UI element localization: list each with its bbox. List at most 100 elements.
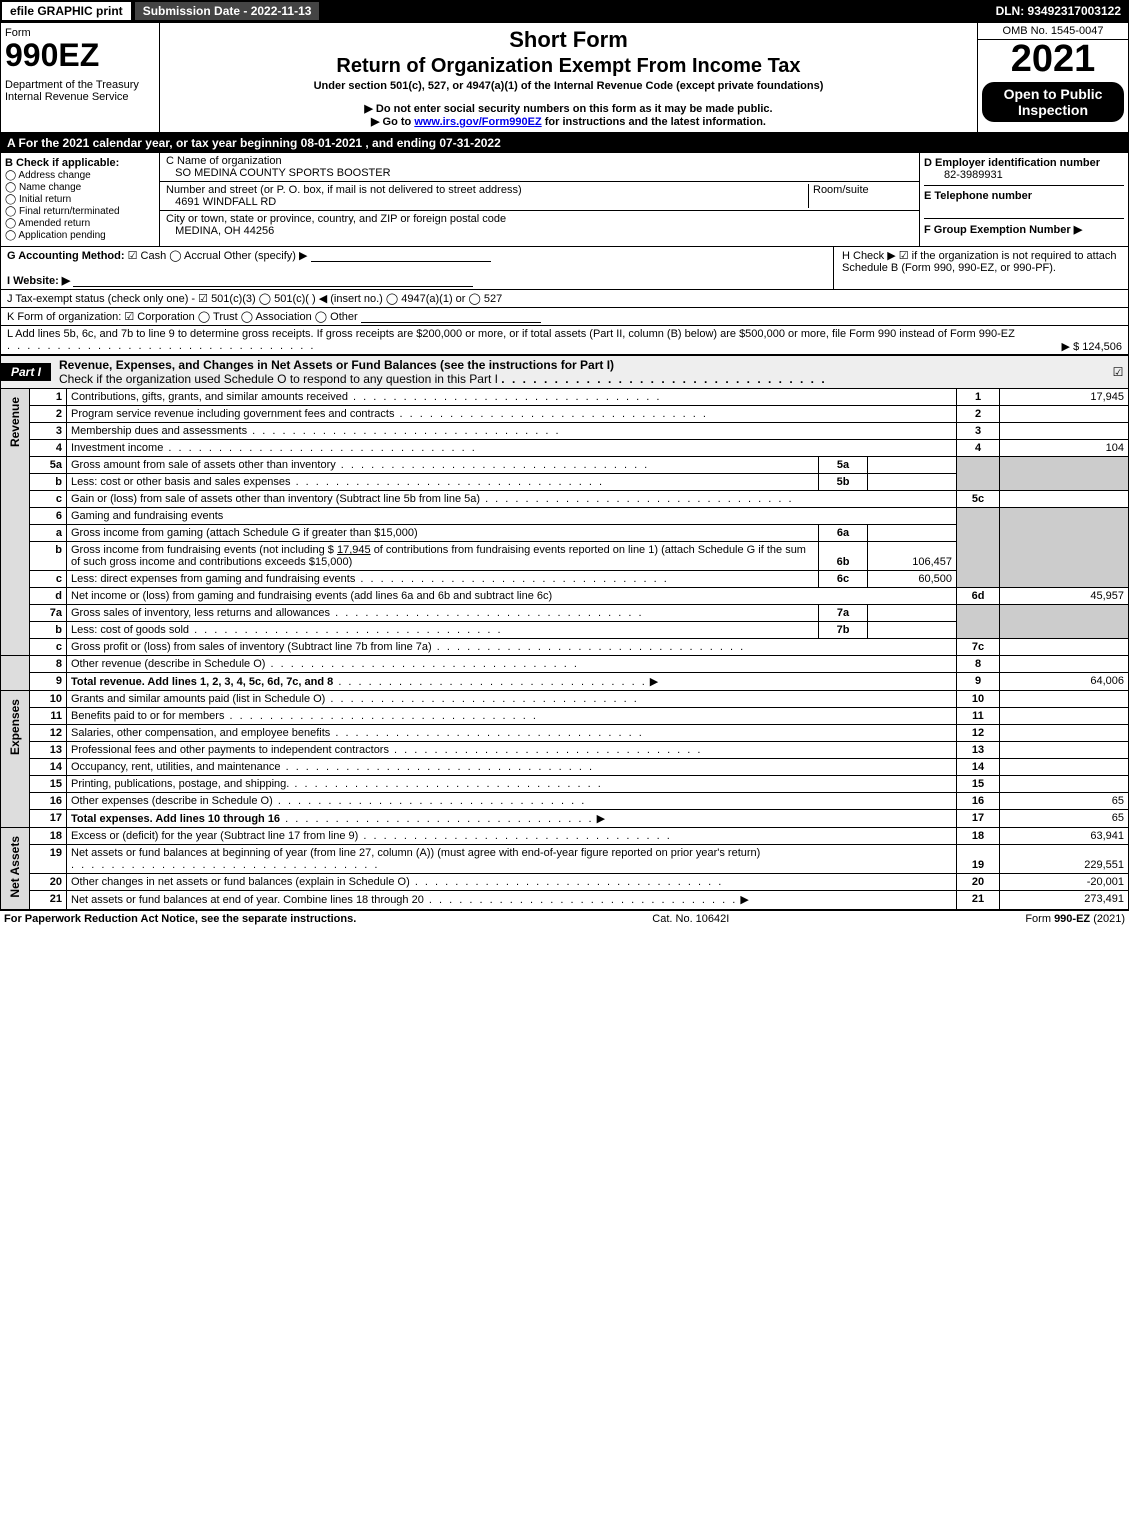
ln19-desc: Net assets or fund balances at beginning…: [71, 847, 760, 859]
ln19-ref: 19: [957, 845, 1000, 874]
ln4-ref: 4: [957, 440, 1000, 457]
ln6c-no: c: [30, 571, 67, 588]
submission-date-button[interactable]: Submission Date - 2022-11-13: [133, 0, 322, 22]
ln7c-val: [1000, 639, 1129, 656]
form-number: 990EZ: [5, 39, 155, 71]
ln7b-no: b: [30, 622, 67, 639]
ln7b-desc: Less: cost of goods sold: [71, 624, 189, 636]
ln6c-mid: 6c: [819, 571, 868, 588]
ln18-ref: 18: [957, 828, 1000, 845]
ln11-desc: Benefits paid to or for members: [71, 710, 224, 722]
ln13-no: 13: [30, 742, 67, 759]
ln6-desc: Gaming and fundraising events: [67, 508, 957, 525]
ln6b-midval: 106,457: [868, 542, 957, 571]
ln9-no: 9: [30, 673, 67, 691]
ln6d-no: d: [30, 588, 67, 605]
ln7c-no: c: [30, 639, 67, 656]
chk-amended-return[interactable]: ◯ Amended return: [5, 218, 155, 229]
ln21-desc: Net assets or fund balances at end of ye…: [71, 894, 424, 906]
ln3-ref: 3: [957, 423, 1000, 440]
lines-table: Revenue 1 Contributions, gifts, grants, …: [0, 389, 1129, 910]
ln5c-ref: 5c: [957, 491, 1000, 508]
ln6b-desc1: Gross income from fundraising events (no…: [71, 544, 334, 556]
ln6a-mid: 6a: [819, 525, 868, 542]
efile-print-button[interactable]: efile GRAPHIC print: [0, 0, 133, 22]
ln21-ref: 21: [957, 891, 1000, 909]
ln6b-no: b: [30, 542, 67, 571]
ln5a-mid: 5a: [819, 457, 868, 474]
ln7c-ref: 7c: [957, 639, 1000, 656]
ln17-ref: 17: [957, 810, 1000, 828]
g-label: G Accounting Method:: [7, 250, 125, 262]
ln1-val: 17,945: [1000, 389, 1129, 406]
ln18-no: 18: [30, 828, 67, 845]
ln16-no: 16: [30, 793, 67, 810]
ln3-desc: Membership dues and assessments: [71, 425, 247, 437]
ln7a-mid: 7a: [819, 605, 868, 622]
ln8-val: [1000, 656, 1129, 673]
ln15-no: 15: [30, 776, 67, 793]
form-header: Form 990EZ Department of the Treasury In…: [0, 22, 1129, 133]
chk-initial-return[interactable]: ◯ Initial return: [5, 194, 155, 205]
ln6-no: 6: [30, 508, 67, 525]
ln10-val: [1000, 691, 1129, 708]
ln7b-mid: 7b: [819, 622, 868, 639]
ln6c-desc: Less: direct expenses from gaming and fu…: [71, 573, 355, 585]
part-i-header: Part I Revenue, Expenses, and Changes in…: [0, 355, 1129, 389]
ln20-val: -20,001: [1000, 874, 1129, 891]
ln18-desc: Excess or (deficit) for the year (Subtra…: [71, 830, 358, 842]
g-other[interactable]: Other (specify) ▶: [224, 250, 308, 262]
ln6b-inline-amount: 17,945: [337, 544, 371, 556]
g-cash[interactable]: ☑ Cash: [128, 250, 167, 262]
ln12-no: 12: [30, 725, 67, 742]
ln13-desc: Professional fees and other payments to …: [71, 744, 389, 756]
ln3-no: 3: [30, 423, 67, 440]
ln17-val: 65: [1000, 810, 1129, 828]
ln5c-no: c: [30, 491, 67, 508]
chk-address-change[interactable]: ◯ Address change: [5, 170, 155, 181]
row-k: K Form of organization: ☑ Corporation ◯ …: [0, 308, 1129, 326]
ln6a-desc: Gross income from gaming (attach Schedul…: [71, 527, 418, 539]
ln13-val: [1000, 742, 1129, 759]
ln15-ref: 15: [957, 776, 1000, 793]
ln12-ref: 12: [957, 725, 1000, 742]
row-a-tax-year: A For the 2021 calendar year, or tax yea…: [0, 133, 1129, 153]
part-i-title: Revenue, Expenses, and Changes in Net As…: [59, 358, 614, 372]
tax-year: 2021: [978, 40, 1128, 78]
part-i-checkbox[interactable]: ☑: [1108, 365, 1128, 379]
ln6d-val: 45,957: [1000, 588, 1129, 605]
ln6a-midval: [868, 525, 957, 542]
ln1-no: 1: [30, 389, 67, 406]
ln9-desc: Total revenue. Add lines 1, 2, 3, 4, 5c,…: [71, 676, 333, 688]
i-website-label: I Website: ▶: [7, 275, 70, 287]
ln5b-desc: Less: cost or other basis and sales expe…: [71, 476, 291, 488]
org-name: SO MEDINA COUNTY SPORTS BOOSTER: [175, 167, 390, 179]
ln5a-desc: Gross amount from sale of assets other t…: [71, 459, 336, 471]
g-accrual[interactable]: ◯ Accrual: [169, 250, 220, 262]
row-g-h: G Accounting Method: ☑ Cash ◯ Accrual Ot…: [0, 247, 1129, 290]
ln11-val: [1000, 708, 1129, 725]
b-label: B Check if applicable:: [5, 157, 119, 169]
chk-application-pending[interactable]: ◯ Application pending: [5, 230, 155, 241]
ln14-val: [1000, 759, 1129, 776]
ln7c-desc: Gross profit or (loss) from sales of inv…: [71, 641, 432, 653]
footer-left: For Paperwork Reduction Act Notice, see …: [4, 913, 356, 925]
chk-final-return[interactable]: ◯ Final return/terminated: [5, 206, 155, 217]
subtitle-2: ▶ Do not enter social security numbers o…: [164, 102, 973, 115]
ein-value: 82-3989931: [944, 169, 1003, 181]
ln8-ref: 8: [957, 656, 1000, 673]
ln19-no: 19: [30, 845, 67, 874]
footer-mid: Cat. No. 10642I: [652, 913, 729, 925]
ln20-ref: 20: [957, 874, 1000, 891]
ln14-desc: Occupancy, rent, utilities, and maintena…: [71, 761, 281, 773]
org-address: 4691 WINDFALL RD: [175, 196, 276, 208]
ln12-val: [1000, 725, 1129, 742]
ln15-desc: Printing, publications, postage, and shi…: [71, 778, 289, 790]
ln16-desc: Other expenses (describe in Schedule O): [71, 795, 273, 807]
chk-name-change[interactable]: ◯ Name change: [5, 182, 155, 193]
top-bar: efile GRAPHIC print Submission Date - 20…: [0, 0, 1129, 22]
expenses-vlabel: Expenses: [8, 693, 22, 761]
row-l: L Add lines 5b, 6c, and 7b to line 9 to …: [0, 326, 1129, 355]
irs-link[interactable]: www.irs.gov/Form990EZ: [414, 116, 541, 128]
ln21-no: 21: [30, 891, 67, 909]
